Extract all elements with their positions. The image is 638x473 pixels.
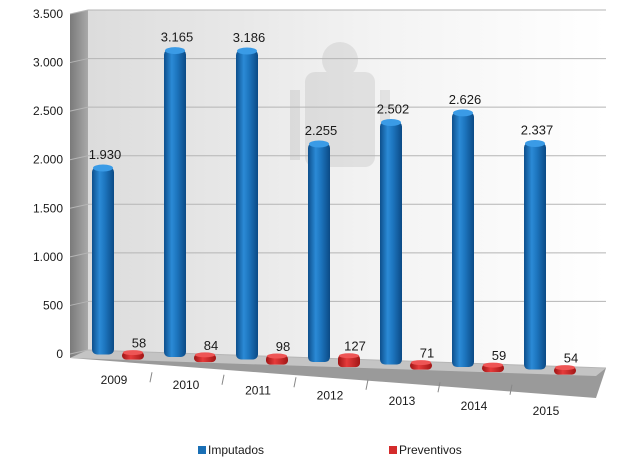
x-tick-mark — [149, 372, 153, 383]
bar-top-preventivos-2015 — [555, 365, 575, 371]
bar-imputados-2014 — [452, 111, 474, 368]
data-label-preventivos-2009: 58 — [132, 336, 146, 351]
x-tick-label-2009: 2009 — [101, 373, 128, 387]
y-tick-label: 1.000 — [33, 250, 63, 264]
bar-imputados-2010 — [164, 49, 186, 358]
legend-label-imputados: Imputados — [208, 443, 264, 457]
x-tick-mark — [437, 382, 441, 393]
gridline-side — [69, 58, 89, 64]
data-label-preventivos-2012: 127 — [344, 339, 366, 354]
bar-top-preventivos-2013 — [411, 360, 431, 366]
y-tick-label: 0 — [56, 347, 63, 361]
data-label-imputados-2011: 3.186 — [233, 30, 266, 45]
data-label-preventivos-2013: 71 — [420, 346, 434, 361]
y-tick-label: 500 — [43, 298, 63, 312]
gridline-side — [69, 252, 89, 258]
gridline-side — [69, 106, 89, 112]
chart-back-wall — [88, 10, 606, 368]
legend: Imputados Preventivos — [198, 443, 462, 457]
data-label-imputados-2014: 2.626 — [449, 92, 482, 107]
gridline-side — [69, 9, 89, 15]
x-tick-label-2011: 2011 — [245, 383, 271, 397]
bar-imputados-2011 — [236, 50, 258, 360]
data-label-imputados-2015: 2.337 — [521, 123, 554, 138]
data-label-imputados-2013: 2.502 — [377, 101, 410, 116]
data-label-preventivos-2015: 54 — [564, 351, 578, 366]
legend-swatch-imputados — [198, 446, 206, 454]
bar-top-preventivos-2009 — [123, 350, 143, 356]
y-tick-label: 1.500 — [33, 201, 63, 215]
data-label-imputados-2010: 3.165 — [161, 30, 194, 45]
data-label-preventivos-2010: 84 — [204, 338, 218, 353]
bar-imputados-2015 — [524, 142, 546, 370]
x-tick-label-2014: 2014 — [461, 399, 488, 413]
x-tick-label-2012: 2012 — [317, 389, 344, 403]
gridline-side — [69, 300, 89, 306]
x-tick-mark — [221, 374, 225, 385]
bar-imputados-2013 — [380, 121, 402, 365]
bar-top-imputados-2015 — [525, 140, 545, 148]
x-tick-label-2013: 2013 — [389, 394, 416, 408]
data-labels: 1.930 58 3.165 84 3.186 98 2.255 127 2.502 71 2.62… — [89, 30, 579, 366]
bars — [92, 47, 576, 375]
bar-top-imputados-2013 — [381, 118, 401, 126]
x-tick-label-2015: 2015 — [533, 404, 560, 418]
data-label-imputados-2009: 1.930 — [89, 147, 122, 162]
bar-top-imputados-2009 — [93, 164, 113, 172]
gridline-side — [69, 349, 89, 355]
bar-top-preventivos-2014 — [483, 362, 503, 368]
legend-swatch-preventivos — [389, 446, 397, 454]
x-tick-mark — [365, 379, 369, 390]
x-tick-mark — [293, 377, 297, 388]
y-tick-label: 3.500 — [33, 7, 63, 21]
bar-imputados-2012 — [308, 142, 330, 363]
y-tick-label: 3.000 — [33, 56, 63, 70]
gridline-side — [69, 203, 89, 209]
chart-side-wall — [70, 10, 88, 358]
bar-top-preventivos-2010 — [195, 352, 215, 358]
bar-top-imputados-2011 — [237, 47, 257, 55]
bar-top-imputados-2012 — [309, 140, 329, 148]
y-tick-label: 2.500 — [33, 104, 63, 118]
legend-label-preventivos: Preventivos — [399, 443, 462, 457]
data-label-preventivos-2014: 59 — [492, 348, 506, 363]
bar-top-imputados-2010 — [165, 47, 185, 55]
data-label-imputados-2012: 2.255 — [305, 123, 338, 138]
bar-imputados-2009 — [92, 167, 114, 355]
bar-top-imputados-2014 — [453, 109, 473, 117]
gridline-side — [69, 155, 89, 161]
x-tick-label-2010: 2010 — [173, 378, 200, 392]
x-axis: 2009 2010 2011 2012 2013 2014 2015 — [101, 372, 560, 418]
y-tick-label: 2.000 — [33, 153, 63, 167]
bar-top-preventivos-2012 — [339, 353, 359, 359]
bar-top-preventivos-2011 — [267, 353, 287, 359]
x-tick-mark — [509, 384, 513, 395]
data-label-preventivos-2011: 98 — [276, 339, 290, 354]
y-axis: 0 500 1.000 1.500 2.000 2.500 3.000 3.500 — [33, 7, 63, 361]
